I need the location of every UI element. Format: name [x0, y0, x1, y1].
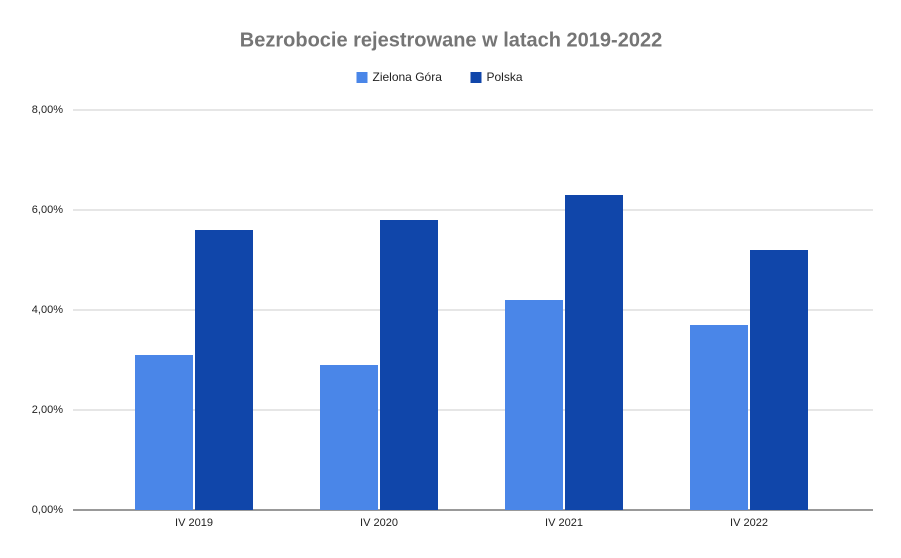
legend-label: Polska [487, 70, 523, 84]
bar [380, 220, 438, 510]
x-tick-label: IV 2020 [360, 517, 398, 529]
x-tick-label: IV 2021 [545, 517, 583, 529]
legend-swatch [470, 72, 482, 83]
y-tick-label: 4,00% [32, 304, 63, 316]
y-tick-label: 0,00% [32, 504, 63, 516]
legend-swatch [356, 72, 368, 83]
bar [505, 300, 563, 510]
chart-title: Bezrobocie rejestrowane w latach 2019-20… [240, 29, 662, 51]
y-tick-label: 2,00% [32, 404, 63, 416]
y-tick-label: 8,00% [32, 104, 63, 116]
y-tick-label: 6,00% [32, 204, 63, 216]
x-tick-label: IV 2022 [730, 517, 768, 529]
legend-label: Zielona Góra [373, 70, 443, 84]
bar [565, 195, 623, 510]
bar [750, 250, 808, 510]
bar [135, 355, 193, 510]
x-tick-label: IV 2019 [175, 517, 213, 529]
bar [195, 230, 253, 510]
bar [690, 325, 748, 510]
bar [320, 365, 378, 510]
